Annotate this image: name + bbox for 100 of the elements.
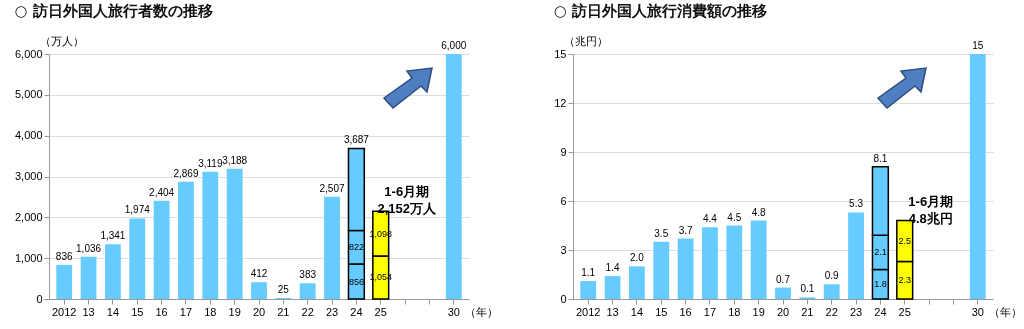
y-tick-label: 3	[560, 243, 567, 256]
x-tick-label: 17	[179, 305, 193, 318]
y-tick-label: 1,000	[14, 251, 43, 264]
x-tick-label: 16	[155, 305, 168, 318]
data-label: 1.8	[874, 279, 887, 290]
y-tick-label: 12	[554, 96, 567, 109]
bar	[969, 54, 986, 299]
bar	[80, 256, 97, 299]
x-tick-label: 20	[252, 305, 266, 318]
total-label: 1.1	[581, 267, 596, 279]
total-label: 3,687	[343, 134, 370, 146]
total-label: 836	[55, 250, 73, 262]
total-label: 8.1	[873, 152, 888, 164]
bar	[726, 225, 743, 299]
y-axis-title: （兆円）	[563, 34, 608, 47]
data-label: 2.3	[898, 275, 911, 286]
total-label: 15	[972, 40, 984, 51]
x-tick-label: 20	[776, 305, 790, 318]
total-label: 3,119	[198, 157, 223, 169]
total-label: 2,869	[173, 167, 199, 179]
y-tick-label: 3,000	[14, 170, 43, 182]
x-tick-label: 24	[874, 305, 887, 318]
total-label: 412	[250, 268, 268, 280]
y-tick-label: 9	[560, 145, 567, 158]
x-tick-label: 30	[447, 305, 460, 318]
total-label: 1.4	[605, 262, 620, 274]
bar	[629, 266, 645, 299]
x-tick-label: 22	[825, 305, 838, 318]
y-tick-label: 6,000	[14, 47, 43, 60]
bar	[299, 283, 316, 299]
total-label: 4.8	[751, 206, 767, 218]
total-label: 2.0	[629, 252, 645, 264]
total-label: 0.1	[800, 283, 815, 295]
y-tick-label: 4,000	[14, 129, 43, 142]
total-label: 4.5	[727, 211, 742, 223]
x-tick-label: 18	[204, 305, 217, 318]
x-tick-label: 16	[679, 305, 692, 318]
total-label: 0.7	[776, 273, 791, 285]
total-label: 3.7	[678, 224, 693, 236]
x-tick-label: 23	[849, 305, 863, 318]
chart-title: ○ 訪日外国人旅行消費額の推移	[553, 2, 768, 20]
total-label: 3.5	[654, 227, 669, 239]
data-label: 856	[348, 276, 364, 287]
x-tick-label: 15	[131, 305, 144, 318]
y-tick-label: 5,000	[14, 88, 43, 101]
x-axis-title: （年）	[464, 305, 498, 318]
bar	[445, 54, 462, 299]
bar	[226, 168, 243, 299]
x-axis-title: （年）	[988, 305, 1022, 318]
bar	[653, 241, 670, 299]
bar	[129, 218, 146, 299]
x-tick-label: 14	[106, 305, 120, 318]
bar	[580, 281, 597, 299]
bar	[823, 284, 840, 299]
total-label: 383	[299, 269, 317, 281]
data-label: 822	[348, 242, 364, 253]
bar	[848, 212, 864, 299]
bar	[604, 276, 621, 299]
x-tick-label: 21	[277, 305, 290, 318]
x-tick-label: 19	[228, 305, 241, 318]
data-label: 2.5	[898, 236, 911, 247]
x-tick-label: 2012	[575, 305, 601, 318]
y-tick-label: 6	[560, 194, 567, 207]
total-label: 4.4	[703, 213, 718, 225]
x-tick-label: 21	[801, 305, 814, 318]
bar	[702, 227, 718, 299]
bar	[178, 181, 194, 299]
x-tick-label: 13	[606, 305, 619, 318]
y-tick-label: 0	[560, 292, 567, 305]
y-tick-label: 2,000	[14, 210, 43, 223]
total-label: 1,036	[76, 242, 102, 254]
total-label: 2,404	[149, 186, 175, 198]
bar	[105, 244, 121, 299]
x-tick-label: 17	[703, 305, 717, 318]
x-tick-label: 2012	[51, 305, 77, 318]
y-tick-label: 15	[554, 47, 567, 60]
x-tick-label: 25	[898, 305, 911, 318]
total-label: 5.3	[849, 198, 864, 210]
chart-title: ○ 訪日外国人旅行者数の推移	[14, 2, 213, 20]
total-label: 2,507	[319, 182, 345, 194]
annotation: 1-6月期 2,152万人	[377, 184, 437, 217]
total-label: 1,974	[124, 204, 151, 216]
bar	[153, 200, 170, 299]
total-label: 3,188	[222, 154, 248, 166]
x-tick-label: 30	[971, 305, 984, 318]
bar	[750, 220, 767, 299]
x-tick-label: 15	[655, 305, 668, 318]
bar	[56, 264, 73, 299]
bar	[677, 238, 694, 299]
total-label: 0.9	[824, 270, 840, 282]
bar	[251, 282, 267, 299]
total-label: 1,341	[100, 230, 126, 242]
x-tick-label: 23	[325, 305, 339, 318]
x-tick-label: 14	[630, 305, 644, 318]
x-tick-label: 22	[301, 305, 314, 318]
total-label: 25	[277, 283, 290, 295]
x-tick-label: 13	[82, 305, 95, 318]
y-tick-label: 0	[36, 292, 43, 305]
x-tick-label: 24	[350, 305, 363, 318]
total-label: 6,000	[441, 40, 467, 51]
